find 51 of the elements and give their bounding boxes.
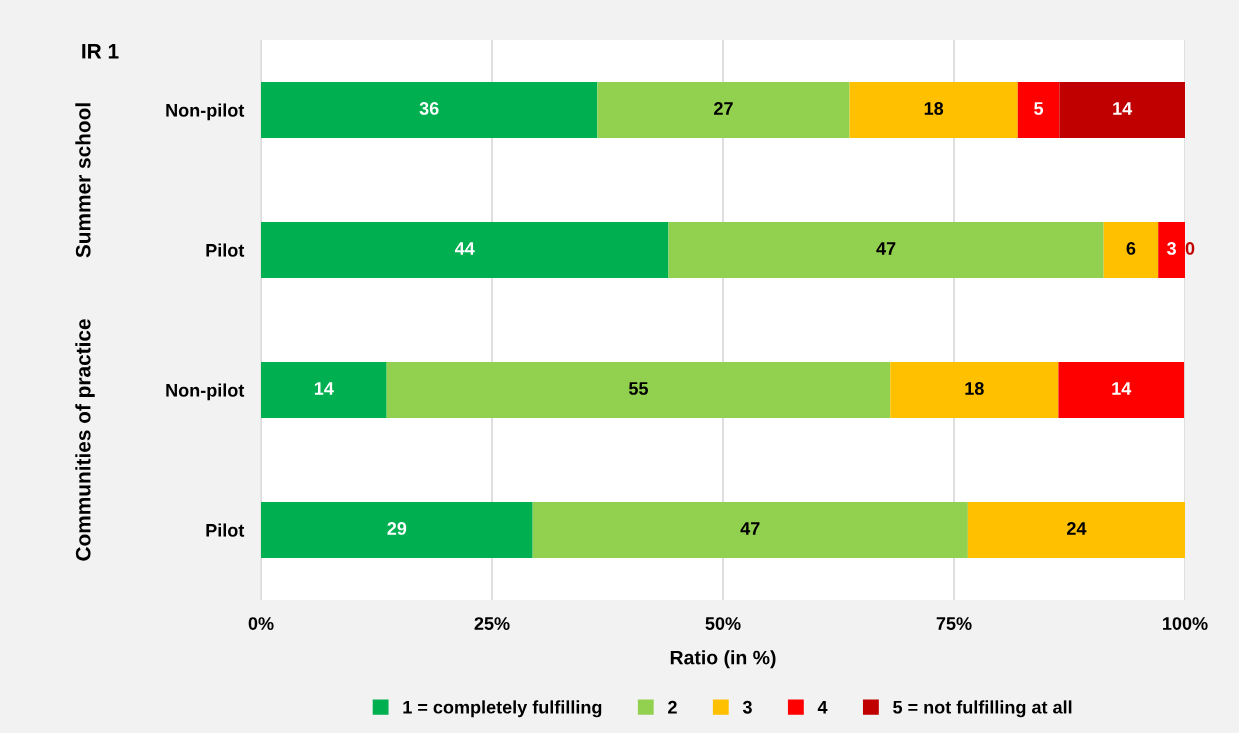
data-label: 18 (924, 102, 944, 115)
bar (967, 502, 1185, 558)
data-label: 5 (1034, 102, 1044, 115)
bar (532, 502, 968, 558)
data-label: 47 (876, 242, 896, 255)
x-tick-label: 75% (936, 617, 972, 630)
data-label: 24 (1067, 522, 1087, 535)
x-tick-label: 0% (248, 617, 274, 630)
legend-label: 4 (817, 701, 828, 714)
bar (261, 502, 533, 558)
x-tick-label: 25% (474, 617, 510, 630)
legend-label: 5 = not fulfilling at all (893, 700, 1072, 718)
text: Summer school (75, 103, 91, 258)
data-label: 14 (1112, 382, 1132, 395)
data-label: 0 (1185, 242, 1195, 255)
legend-label: 3 (742, 700, 752, 714)
data-label: 44 (454, 242, 475, 255)
data-label: 29 (387, 522, 407, 535)
bar (1059, 82, 1185, 138)
data-label: 3 (1167, 242, 1176, 255)
y-tick-label: Non-pilot (166, 103, 245, 121)
y-tick-label: Non-pilot (166, 383, 245, 401)
bar (1058, 362, 1185, 418)
data-label: 47 (740, 522, 760, 535)
data-label: 36 (419, 102, 439, 115)
data-label: 14 (1113, 102, 1133, 115)
bar (597, 82, 850, 138)
data-label: 27 (714, 102, 733, 115)
text: IR 1 (82, 44, 119, 59)
x-tick-label: 100% (1163, 617, 1208, 630)
bar (1017, 82, 1060, 138)
bar (386, 362, 891, 418)
x-tick-label: 50% (705, 617, 741, 630)
bar (668, 222, 1104, 278)
bar (261, 362, 387, 418)
bar (1103, 222, 1159, 278)
data-label: 6 (1126, 242, 1136, 255)
text: Communities of practice (75, 319, 95, 561)
x-axis-title: Ratio (in %) (670, 650, 776, 669)
legend-label: 2 (668, 700, 677, 714)
bar (1158, 222, 1185, 278)
data-label: 55 (628, 382, 648, 395)
bar (261, 222, 669, 278)
bar (261, 82, 598, 138)
bar (849, 82, 1018, 138)
y-tick-label: Pilot (206, 243, 245, 257)
legend-label: 1 = completely fulfilling (403, 700, 602, 718)
data-label: 14 (314, 382, 334, 395)
data-label: 18 (965, 382, 984, 395)
y-tick-label: Pilot (206, 523, 245, 537)
bar (890, 362, 1059, 418)
